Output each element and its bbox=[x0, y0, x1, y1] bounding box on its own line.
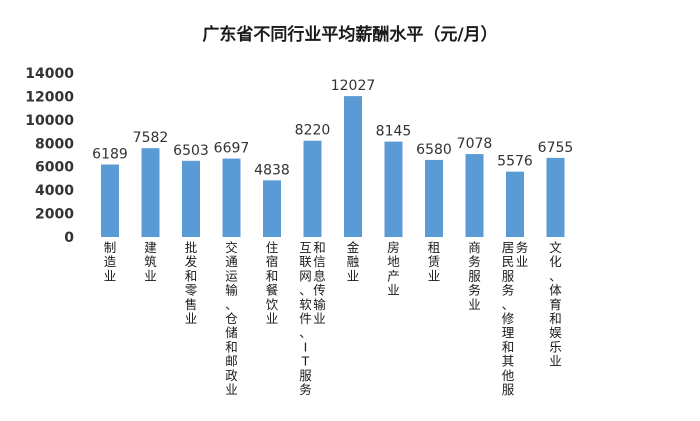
x-tick-label: 商务服务业 bbox=[468, 240, 481, 312]
bar bbox=[222, 158, 241, 237]
data-label: 8145 bbox=[376, 124, 412, 140]
y-tick-label: 6000 bbox=[35, 160, 74, 176]
y-tick-label: 4000 bbox=[35, 183, 74, 199]
chart-title: 广东省不同行业平均薪酬水平（元/月） bbox=[202, 24, 497, 45]
bar bbox=[506, 171, 524, 237]
data-label: 6697 bbox=[214, 141, 250, 157]
bar bbox=[141, 148, 160, 237]
x-axis-labels: 制造业 建筑业 批发和零售业 交通运输、仓储和邮政业 住宿和餐饮业 互联网、软件、 I T 服务… bbox=[104, 240, 563, 397]
x-tick-label: 金融业 bbox=[347, 240, 360, 283]
y-tick-label: 14000 bbox=[25, 66, 74, 82]
y-tick-label: 12000 bbox=[25, 89, 74, 105]
bar bbox=[101, 164, 119, 237]
data-label: 12027 bbox=[331, 78, 376, 94]
y-tick-label: 0 bbox=[64, 230, 74, 246]
bars-group bbox=[101, 96, 565, 237]
data-label: 6580 bbox=[416, 142, 452, 158]
y-tick-label: 10000 bbox=[25, 113, 74, 129]
x-tick-label: 互联网、软件、 I T 服务和信息传输业 bbox=[299, 240, 326, 397]
bar bbox=[425, 159, 443, 237]
data-label: 5576 bbox=[497, 154, 533, 170]
data-label: 6189 bbox=[92, 147, 128, 163]
bar bbox=[182, 160, 200, 237]
x-tick-label: 建筑业 bbox=[144, 240, 157, 283]
data-label: 4838 bbox=[254, 162, 290, 178]
x-tick-label: 批发和零售业 bbox=[185, 240, 198, 326]
x-tick-label: 房地产业 bbox=[387, 240, 400, 298]
x-tick-label: 租赁业 bbox=[428, 240, 441, 283]
y-tick-label: 2000 bbox=[35, 207, 74, 223]
y-tick-label: 8000 bbox=[35, 136, 74, 152]
data-label: 8220 bbox=[295, 123, 331, 139]
bar bbox=[303, 140, 322, 237]
bar bbox=[546, 157, 565, 237]
bar bbox=[384, 141, 403, 237]
x-tick-label: 居民服务、修理和其他服务业 bbox=[502, 240, 529, 397]
x-tick-label: 交通运输、仓储和邮政业 bbox=[225, 240, 238, 397]
data-label: 7582 bbox=[133, 130, 169, 146]
y-axis: 14000 12000 10000 8000 6000 4000 2000 0 bbox=[25, 66, 74, 246]
x-tick-label: 文化、体育和娱乐业 bbox=[549, 240, 562, 369]
data-label: 6503 bbox=[173, 143, 209, 159]
bar bbox=[263, 180, 281, 237]
bar bbox=[465, 154, 484, 237]
data-label: 6755 bbox=[538, 140, 574, 156]
data-label: 7078 bbox=[457, 136, 493, 152]
bar bbox=[344, 96, 362, 237]
x-tick-label: 住宿和餐饮业 bbox=[266, 240, 279, 326]
x-tick-label: 制造业 bbox=[104, 240, 117, 283]
